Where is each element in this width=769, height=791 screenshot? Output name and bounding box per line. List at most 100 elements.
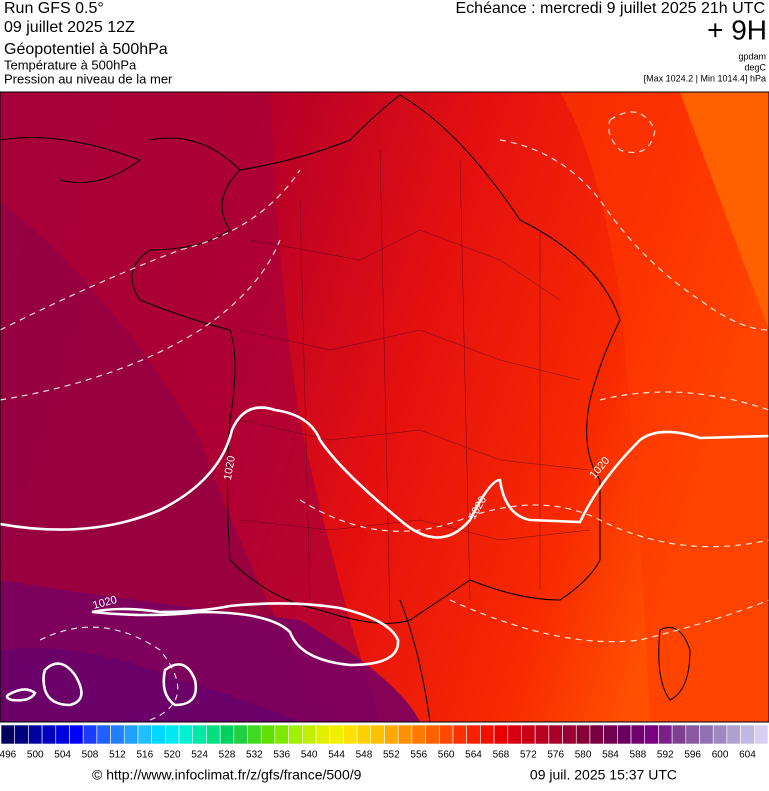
lead-time: + 9H [707,14,767,45]
colorbar-swatch [165,724,180,745]
colorbar-swatch [726,724,741,745]
colorbar-swatch [630,724,646,745]
colorbar-swatch [219,724,235,745]
colorbar-swatch [466,724,481,745]
colorbar-tick-label: 512 [109,750,126,761]
colorbar-swatch [548,724,563,745]
colorbar-tick-label: 600 [712,750,729,761]
valid-time: Echéance : mercredi 9 juillet 2025 21h U… [456,0,766,17]
colorbar-swatch [0,724,15,745]
contour-label: 1020 [222,455,238,481]
colorbar-swatch [480,724,495,745]
colorbar-swatch [315,724,331,745]
pressure-range: [Max 1024.2 | Min 1014.4] hPa [644,73,766,83]
colorbar: 496 500 504 508 512 516 520 524 528 532 536 540 544 5… [0,724,769,761]
colorbar-swatch [644,724,659,745]
colorbar-swatch [425,724,440,745]
colorbar-swatch [534,724,550,745]
colorbar-swatch [589,724,604,745]
colorbar-tick-label: 596 [684,750,701,761]
colorbar-swatch [658,724,673,745]
colorbar-tick-label: 536 [273,750,290,761]
colorbar-tick-label: 572 [520,750,537,761]
colorbar-swatch [562,724,577,745]
colorbar-tick-label: 560 [438,750,455,761]
field-title: Géopotentiel à 500hPa [4,41,168,58]
colorbar-swatch [206,724,221,745]
colorbar-tick-label: 548 [356,750,373,761]
colorbar-tick-label: 524 [191,750,208,761]
colorbar-swatch [712,724,728,745]
colorbar-swatch [137,724,152,745]
colorbar-tick-label: 576 [547,750,564,761]
colorbar-tick-label: 508 [82,750,99,761]
colorbar-swatch [384,724,399,745]
colorbar-tick-label: 580 [575,750,592,761]
colorbar-swatch [603,724,618,745]
colorbar-tick-label: 540 [301,750,318,761]
colorbar-swatch [192,724,207,745]
colorbar-tick-label: 552 [383,750,400,761]
unit: gpdam [738,51,766,61]
colorbar-tick-label: 520 [164,750,181,761]
colorbar-tick-label: 564 [465,750,482,761]
colorbar-tick-label: 496 [0,750,17,761]
colorbar-swatch [96,724,111,745]
colorbar-swatch [411,724,426,745]
colorbar-swatch [370,724,385,745]
colorbar-swatch [356,724,372,745]
colorbar-swatch [493,724,509,745]
colorbar-swatch [55,724,70,745]
colorbar-tick-label: 584 [602,750,619,761]
colorbar-swatch [110,724,125,745]
run-date: 09 juillet 2025 12Z [4,19,135,36]
field-title: Pression au niveau de la mer [4,71,173,86]
colorbar-swatch [82,724,98,745]
colorbar-swatch [397,724,413,745]
field-title: Température à 500hPa [4,57,137,72]
colorbar-swatch [754,724,769,745]
colorbar-tick-label: 500 [27,750,44,761]
colorbar-swatch [685,724,700,745]
colorbar-swatch [247,724,262,745]
unit: degC [744,62,766,72]
colorbar-tick-label: 532 [246,750,263,761]
colorbar-swatch [438,724,454,745]
colorbar-tick-label: 504 [54,750,71,761]
map: 1020 1020 1020 1020 [0,92,769,722]
colorbar-tick-label: 588 [630,750,647,761]
colorbar-tick-label: 592 [657,750,674,761]
colorbar-tick-label: 544 [328,750,345,761]
map-frame [0,91,769,723]
colorbar-tick-label: 604 [739,750,756,761]
colorbar-swatch [151,724,166,745]
timestamp: 09 juil. 2025 15:37 UTC [530,767,677,783]
colorbar-swatch [233,724,248,745]
colorbar-swatch [452,724,467,745]
colorbar-swatch [14,724,29,745]
colorbar-swatch [28,724,43,745]
colorbar-tick-label: 556 [410,750,427,761]
colorbar-swatch [260,724,276,745]
colorbar-swatch [41,724,57,745]
colorbar-swatch [671,724,687,745]
colorbar-swatch [302,724,317,745]
source: © http://www.infoclimat.fr/z/gfs/france/… [92,767,362,783]
colorbar-swatch [288,724,303,745]
colorbar-swatch [699,724,714,745]
colorbar-tick-label: 516 [136,750,153,761]
colorbar-swatch [575,724,591,745]
colorbar-swatch [521,724,536,745]
colorbar-swatch [343,724,358,745]
colorbar-swatch [274,724,289,745]
colorbar-swatch [69,724,84,745]
colorbar-swatch [178,724,194,745]
colorbar-tick-label: 568 [493,750,510,761]
colorbar-swatch [740,724,755,745]
run: Run GFS 0.5° [4,0,104,17]
colorbar-tick-label: 528 [219,750,236,761]
colorbar-swatch [123,724,139,745]
colorbar-swatch [329,724,344,745]
colorbar-swatch [617,724,632,745]
